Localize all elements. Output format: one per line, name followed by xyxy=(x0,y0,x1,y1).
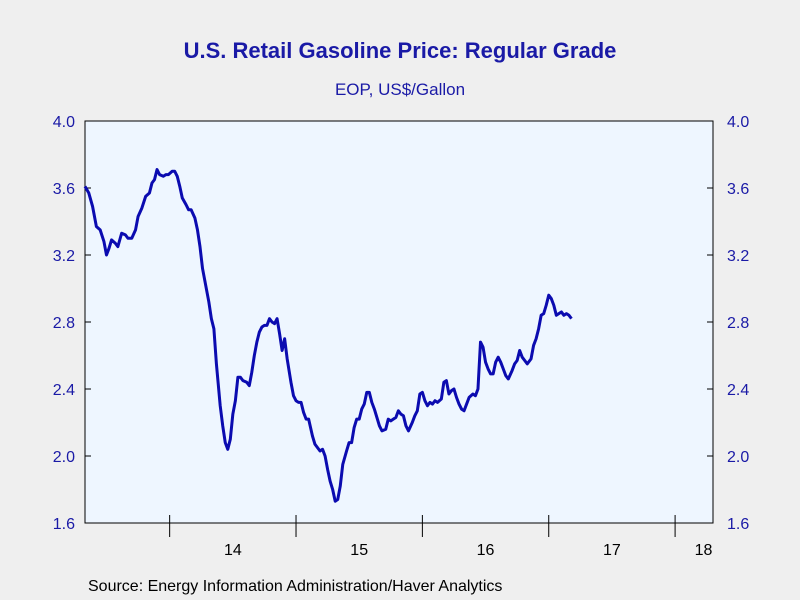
y-tick-label-right: 1.6 xyxy=(727,516,749,533)
series-layer xyxy=(83,168,573,503)
y-tick-label-left: 4.0 xyxy=(53,114,75,131)
y-tick-label-left: 2.0 xyxy=(53,449,75,466)
chart-subtitle: EOP, US$/Gallon xyxy=(334,80,466,99)
y-tick-label-left: 3.2 xyxy=(53,248,75,265)
x-tick-label: 14 xyxy=(224,542,242,559)
y-tick-label-left: 1.6 xyxy=(53,516,75,533)
y-tick-label-left: 2.8 xyxy=(53,315,75,332)
x-tick-label: 15 xyxy=(350,542,368,559)
axes: 1.6 1.6 2.0 2.0 2.4 2.4 2.8 2.8 3.2 3.2 3.6 3.6 4.0 4… xyxy=(53,114,750,559)
y-tick-label-right: 2.4 xyxy=(727,382,749,399)
series-line-gasoline-price xyxy=(83,168,573,503)
y-tick-label-left: 2.4 xyxy=(53,382,75,399)
y-tick-label-right: 4.0 xyxy=(727,114,749,131)
y-tick-label-right: 3.2 xyxy=(727,248,749,265)
y-tick-label-left: 3.6 xyxy=(53,181,75,198)
y-tick-label-right: 3.6 xyxy=(727,181,749,198)
x-tick-label: 18 xyxy=(695,542,713,559)
y-tick-label-right: 2.0 xyxy=(727,449,749,466)
x-tick-label: 16 xyxy=(477,542,495,559)
chart-title: U.S. Retail Gasoline Price: Regular Grad… xyxy=(183,38,617,63)
y-tick-label-right: 2.8 xyxy=(727,315,749,332)
chart-source: Source: Energy Information Administratio… xyxy=(88,578,503,595)
plot-area xyxy=(84,120,714,524)
x-tick-label: 17 xyxy=(603,542,621,559)
